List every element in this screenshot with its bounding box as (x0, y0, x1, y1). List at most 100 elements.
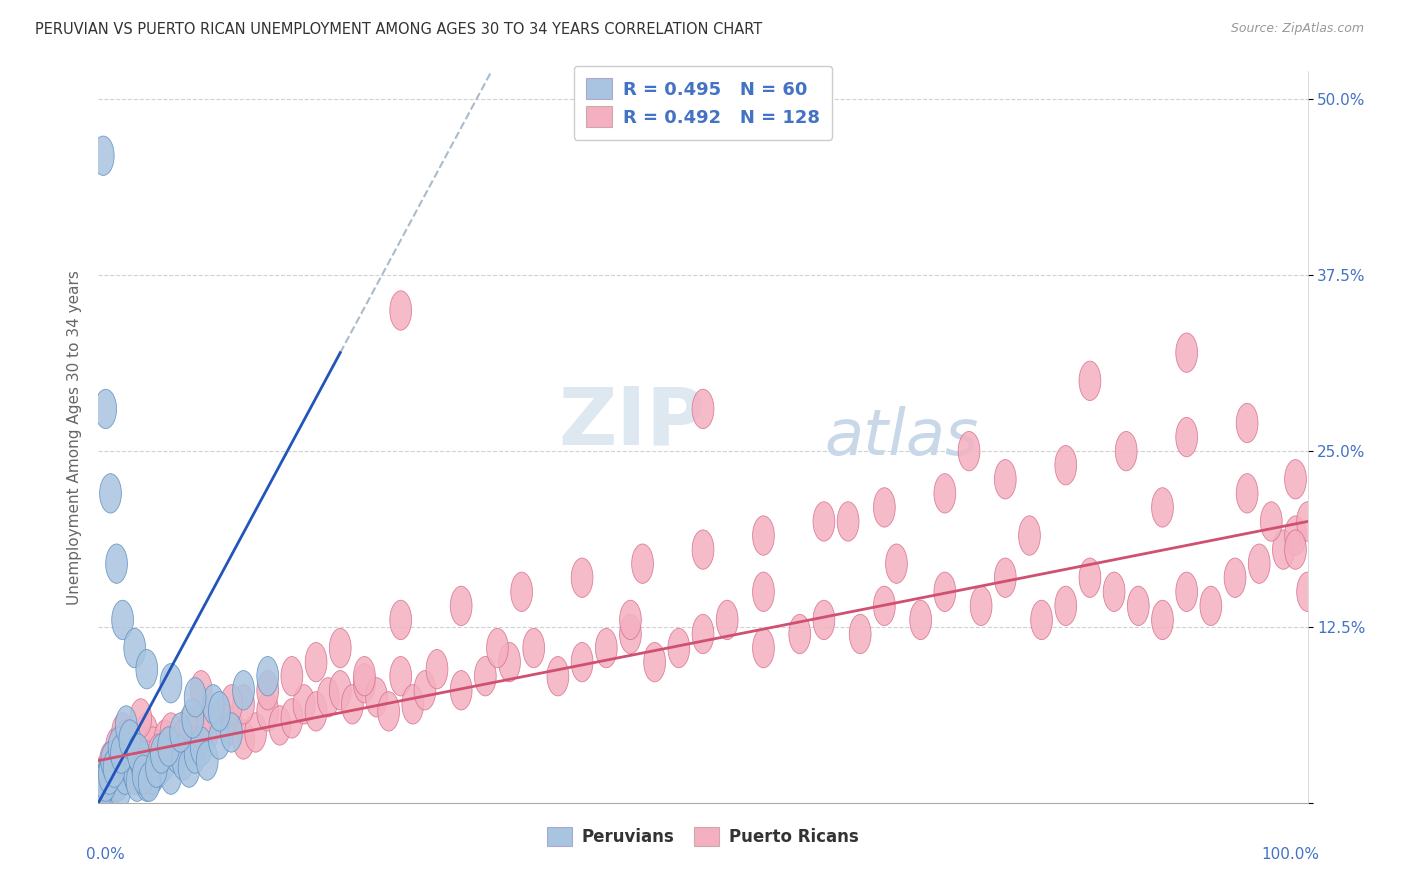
Ellipse shape (172, 741, 194, 780)
Ellipse shape (111, 734, 132, 773)
Ellipse shape (208, 698, 231, 738)
Ellipse shape (849, 615, 872, 654)
Ellipse shape (105, 762, 128, 801)
Ellipse shape (166, 734, 188, 773)
Ellipse shape (120, 720, 141, 759)
Ellipse shape (148, 734, 170, 773)
Ellipse shape (571, 558, 593, 598)
Ellipse shape (221, 706, 242, 745)
Ellipse shape (111, 741, 134, 780)
Ellipse shape (100, 769, 121, 808)
Ellipse shape (1175, 572, 1198, 612)
Ellipse shape (318, 678, 339, 717)
Ellipse shape (257, 671, 278, 710)
Ellipse shape (197, 706, 218, 745)
Ellipse shape (692, 389, 714, 429)
Ellipse shape (644, 642, 665, 681)
Text: atlas: atlas (824, 406, 979, 468)
Ellipse shape (98, 755, 120, 795)
Ellipse shape (129, 727, 152, 766)
Ellipse shape (620, 600, 641, 640)
Ellipse shape (450, 671, 472, 710)
Ellipse shape (134, 741, 155, 780)
Ellipse shape (1152, 488, 1174, 527)
Ellipse shape (148, 741, 170, 780)
Ellipse shape (353, 657, 375, 696)
Ellipse shape (136, 713, 157, 752)
Ellipse shape (1115, 432, 1137, 471)
Ellipse shape (160, 664, 181, 703)
Ellipse shape (128, 734, 149, 773)
Ellipse shape (716, 600, 738, 640)
Ellipse shape (1249, 544, 1270, 583)
Ellipse shape (1175, 417, 1198, 457)
Ellipse shape (499, 642, 520, 681)
Ellipse shape (232, 720, 254, 759)
Ellipse shape (197, 741, 218, 780)
Ellipse shape (1104, 572, 1125, 612)
Ellipse shape (837, 502, 859, 541)
Ellipse shape (136, 762, 157, 801)
Ellipse shape (1054, 586, 1077, 625)
Ellipse shape (1296, 572, 1319, 612)
Ellipse shape (197, 713, 218, 752)
Ellipse shape (129, 698, 152, 738)
Ellipse shape (994, 459, 1017, 499)
Text: 100.0%: 100.0% (1261, 847, 1320, 862)
Ellipse shape (1199, 586, 1222, 625)
Ellipse shape (108, 727, 129, 766)
Ellipse shape (813, 502, 835, 541)
Ellipse shape (142, 755, 163, 795)
Ellipse shape (389, 600, 412, 640)
Ellipse shape (474, 657, 496, 696)
Ellipse shape (692, 530, 714, 569)
Ellipse shape (105, 727, 128, 766)
Ellipse shape (378, 691, 399, 731)
Ellipse shape (105, 544, 128, 583)
Ellipse shape (595, 628, 617, 668)
Ellipse shape (232, 671, 254, 710)
Ellipse shape (94, 389, 117, 429)
Ellipse shape (121, 747, 143, 788)
Ellipse shape (389, 291, 412, 330)
Ellipse shape (413, 671, 436, 710)
Ellipse shape (269, 706, 291, 745)
Ellipse shape (1285, 530, 1306, 569)
Ellipse shape (124, 755, 146, 795)
Ellipse shape (111, 755, 134, 795)
Ellipse shape (232, 685, 254, 724)
Ellipse shape (170, 713, 191, 752)
Ellipse shape (1285, 516, 1306, 555)
Ellipse shape (115, 720, 138, 759)
Ellipse shape (138, 762, 160, 801)
Ellipse shape (179, 706, 200, 745)
Ellipse shape (934, 572, 956, 612)
Ellipse shape (184, 713, 207, 752)
Ellipse shape (752, 628, 775, 668)
Ellipse shape (620, 615, 641, 654)
Ellipse shape (523, 628, 544, 668)
Ellipse shape (124, 741, 146, 780)
Ellipse shape (101, 741, 122, 780)
Ellipse shape (134, 747, 155, 788)
Ellipse shape (547, 657, 569, 696)
Ellipse shape (97, 755, 120, 795)
Ellipse shape (105, 747, 128, 788)
Ellipse shape (1272, 530, 1295, 569)
Ellipse shape (342, 685, 363, 724)
Ellipse shape (934, 474, 956, 513)
Ellipse shape (789, 615, 811, 654)
Ellipse shape (172, 720, 194, 759)
Ellipse shape (118, 727, 139, 766)
Ellipse shape (221, 685, 242, 724)
Ellipse shape (132, 755, 155, 795)
Ellipse shape (1296, 502, 1319, 541)
Ellipse shape (1128, 586, 1149, 625)
Ellipse shape (329, 671, 352, 710)
Ellipse shape (94, 755, 115, 795)
Ellipse shape (184, 678, 207, 717)
Ellipse shape (129, 741, 152, 780)
Text: PERUVIAN VS PUERTO RICAN UNEMPLOYMENT AMONG AGES 30 TO 34 YEARS CORRELATION CHAR: PERUVIAN VS PUERTO RICAN UNEMPLOYMENT AM… (35, 22, 762, 37)
Ellipse shape (281, 657, 302, 696)
Ellipse shape (1175, 333, 1198, 372)
